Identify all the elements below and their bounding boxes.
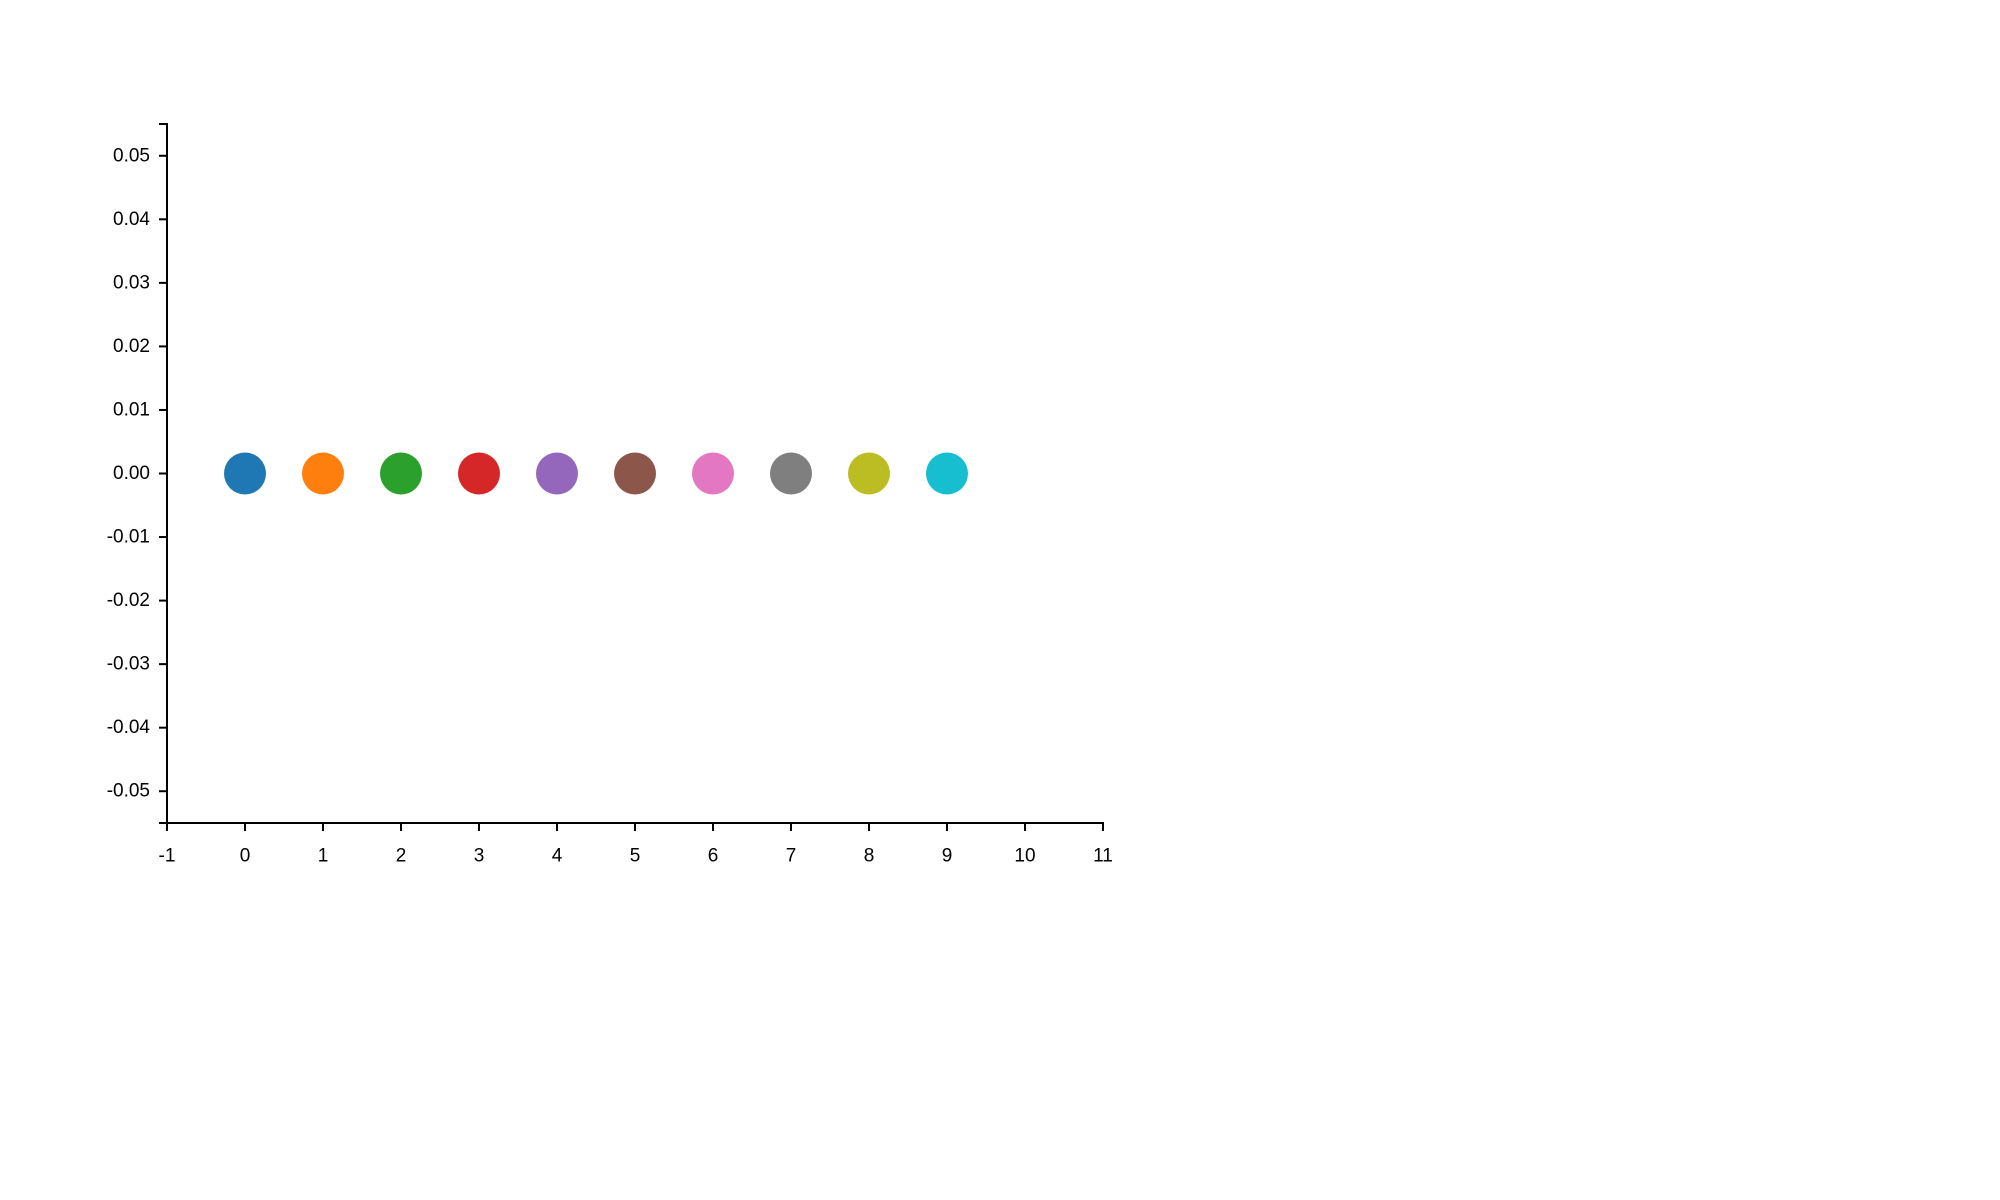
data-point bbox=[458, 452, 500, 495]
x-tick-label: 6 bbox=[708, 846, 719, 867]
data-point bbox=[224, 452, 266, 495]
x-tick-label: 0 bbox=[240, 846, 251, 867]
y-tick-label: -0.04 bbox=[107, 717, 151, 738]
x-tick-label: 7 bbox=[786, 846, 797, 867]
x-tick-label: 2 bbox=[396, 846, 407, 867]
y-tick-label: 0.04 bbox=[113, 209, 150, 230]
x-tick-label: 3 bbox=[474, 846, 485, 867]
data-point bbox=[380, 452, 422, 495]
data-point bbox=[770, 452, 812, 495]
x-tick-label: 5 bbox=[630, 846, 641, 867]
data-point bbox=[536, 452, 578, 495]
y-tick-label: 0.03 bbox=[113, 272, 150, 293]
y-tick-label: -0.02 bbox=[107, 590, 150, 611]
data-point bbox=[692, 452, 734, 495]
x-axis: -1 0 1 2 3 4 5 6 7 8 9 10 11 bbox=[159, 822, 1113, 867]
data-point bbox=[614, 452, 656, 495]
data-points bbox=[224, 452, 968, 495]
y-tick-label: 0.00 bbox=[113, 463, 150, 484]
x-tick-label: 1 bbox=[318, 846, 329, 867]
x-tick-label: 4 bbox=[552, 846, 563, 867]
y-tick-label: 0.05 bbox=[113, 145, 150, 166]
y-tick-label: -0.01 bbox=[107, 527, 150, 548]
x-tick-label: -1 bbox=[159, 846, 176, 867]
y-tick-label: -0.05 bbox=[107, 781, 150, 802]
data-point bbox=[302, 452, 344, 495]
data-point bbox=[926, 452, 968, 495]
x-tick-label: 8 bbox=[864, 846, 875, 867]
x-tick-label: 9 bbox=[942, 846, 953, 867]
data-point bbox=[848, 452, 890, 495]
x-tick-label: 11 bbox=[1093, 846, 1113, 867]
y-axis: 0.05 0.04 0.03 0.02 0.01 0.00 -0.01 -0.02 -0.03 -… bbox=[107, 123, 168, 824]
y-tick-label: 0.02 bbox=[113, 336, 150, 357]
y-tick-label: 0.01 bbox=[113, 399, 150, 420]
x-tick-label: 10 bbox=[1014, 846, 1035, 867]
y-tick-label: -0.03 bbox=[107, 654, 150, 675]
